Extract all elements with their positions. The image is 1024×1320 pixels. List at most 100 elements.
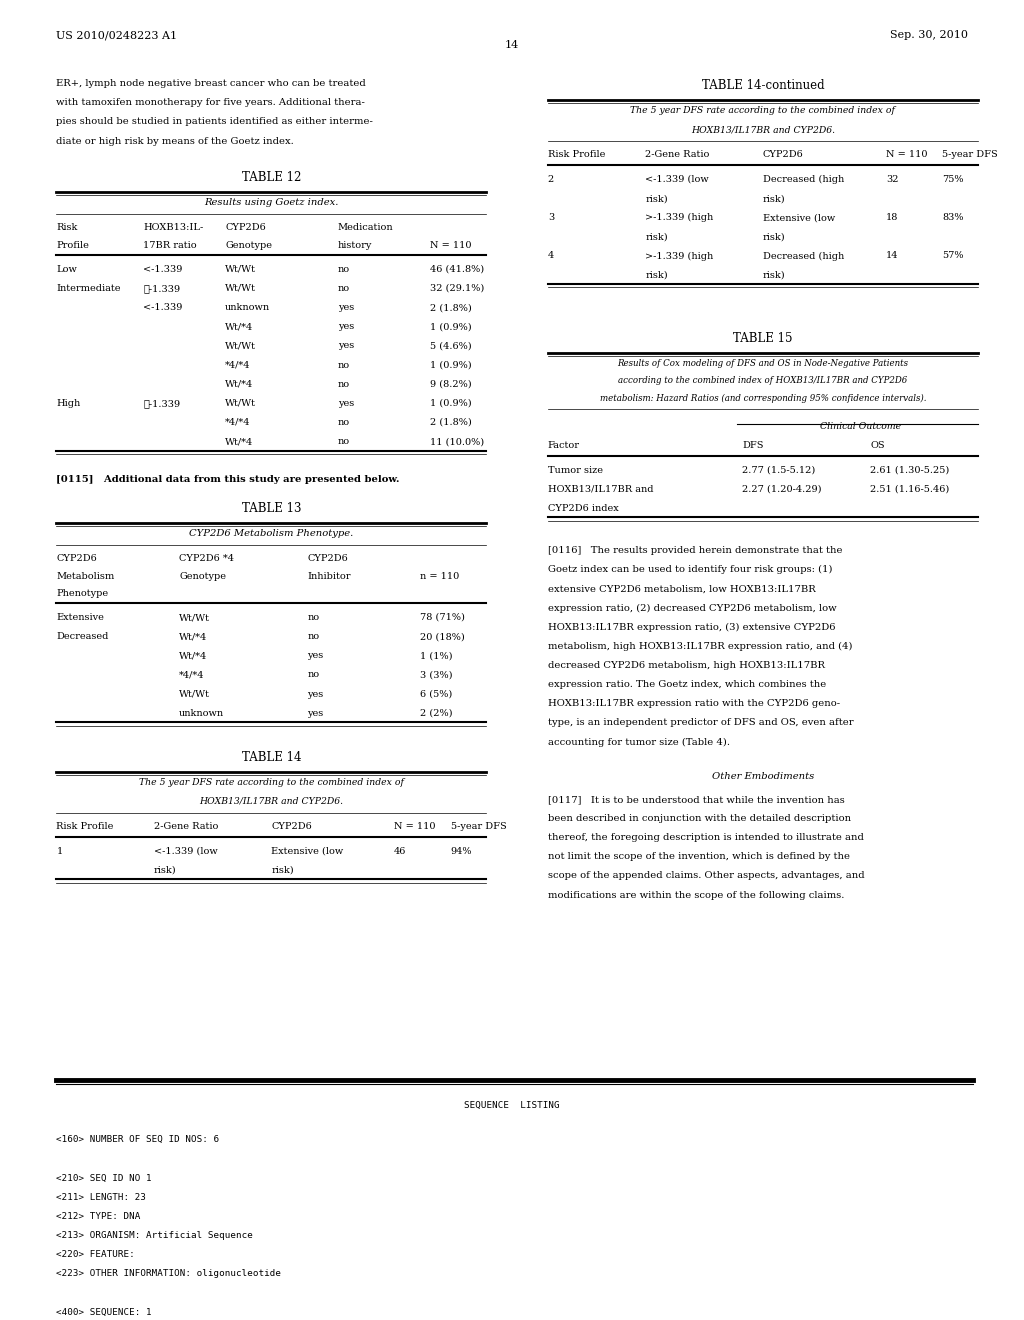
Text: Results of Cox modeling of DFS and OS in Node-Negative Patients: Results of Cox modeling of DFS and OS in… — [617, 359, 908, 368]
Text: yes: yes — [338, 304, 354, 312]
Text: HOXB13/IL17BR and: HOXB13/IL17BR and — [548, 484, 653, 494]
Text: yes: yes — [338, 342, 354, 350]
Text: <400> SEQUENCE: 1: <400> SEQUENCE: 1 — [56, 1308, 152, 1316]
Text: Wt/*4: Wt/*4 — [225, 380, 254, 388]
Text: [0117]   It is to be understood that while the invention has: [0117] It is to be understood that while… — [548, 795, 845, 804]
Text: >-1.339 (high: >-1.339 (high — [645, 213, 714, 222]
Text: 57%: 57% — [942, 251, 964, 260]
Text: [0115]   Additional data from this study are presented below.: [0115] Additional data from this study a… — [56, 475, 399, 484]
Text: SEQUENCE  LISTING: SEQUENCE LISTING — [464, 1101, 560, 1110]
Text: risk): risk) — [763, 271, 785, 280]
Text: CYP2D6: CYP2D6 — [225, 223, 266, 232]
Text: expression ratio, (2) decreased CYP2D6 metabolism, low: expression ratio, (2) decreased CYP2D6 m… — [548, 603, 837, 612]
Text: 5 (4.6%): 5 (4.6%) — [430, 342, 472, 350]
Text: CYP2D6: CYP2D6 — [56, 554, 97, 562]
Text: scope of the appended claims. Other aspects, advantages, and: scope of the appended claims. Other aspe… — [548, 871, 864, 880]
Text: pies should be studied in patients identified as either interme-: pies should be studied in patients ident… — [56, 117, 373, 127]
Text: risk): risk) — [763, 194, 785, 203]
Text: n = 110: n = 110 — [420, 572, 459, 581]
Text: been described in conjunction with the detailed description: been described in conjunction with the d… — [548, 814, 851, 822]
Text: no: no — [307, 612, 319, 622]
Text: 2 (2%): 2 (2%) — [420, 709, 453, 718]
Text: Metabolism: Metabolism — [56, 572, 115, 581]
Text: <-1.339: <-1.339 — [143, 265, 182, 273]
Text: 75%: 75% — [942, 174, 964, 183]
Text: Wt/Wt: Wt/Wt — [225, 342, 256, 350]
Text: Decreased (high: Decreased (high — [763, 251, 844, 260]
Text: HOXB13:IL17BR expression ratio with the CYP2D6 geno-: HOXB13:IL17BR expression ratio with the … — [548, 700, 840, 708]
Text: Tumor size: Tumor size — [548, 466, 603, 475]
Text: 9 (8.2%): 9 (8.2%) — [430, 380, 472, 388]
Text: extensive CYP2D6 metabolism, low HOXB13:IL17BR: extensive CYP2D6 metabolism, low HOXB13:… — [548, 585, 815, 593]
Text: 2.61 (1.30-5.25): 2.61 (1.30-5.25) — [870, 466, 949, 475]
Text: ≧-1.339: ≧-1.339 — [143, 399, 180, 408]
Text: 78 (71%): 78 (71%) — [420, 612, 465, 622]
Text: The 5 year DFS rate according to the combined index of: The 5 year DFS rate according to the com… — [631, 106, 895, 115]
Text: risk): risk) — [763, 232, 785, 242]
Text: <223> OTHER INFORMATION: oligonucleotide: <223> OTHER INFORMATION: oligonucleotide — [56, 1270, 282, 1278]
Text: risk): risk) — [154, 866, 176, 875]
Text: Genotype: Genotype — [179, 572, 226, 581]
Text: CYP2D6: CYP2D6 — [307, 554, 348, 562]
Text: Wt/*4: Wt/*4 — [225, 437, 254, 446]
Text: 2.27 (1.20-4.29): 2.27 (1.20-4.29) — [742, 484, 822, 494]
Text: DFS: DFS — [742, 441, 764, 450]
Text: no: no — [338, 418, 350, 426]
Text: unknown: unknown — [225, 304, 270, 312]
Text: 5-year DFS: 5-year DFS — [942, 150, 997, 158]
Text: Wt/*4: Wt/*4 — [179, 632, 208, 642]
Text: modifications are within the scope of the following claims.: modifications are within the scope of th… — [548, 891, 844, 899]
Text: 2-Gene Ratio: 2-Gene Ratio — [154, 821, 218, 830]
Text: CYP2D6 index: CYP2D6 index — [548, 504, 618, 513]
Text: *4/*4: *4/*4 — [179, 671, 205, 680]
Text: Profile: Profile — [56, 242, 89, 249]
Text: expression ratio. The Goetz index, which combines the: expression ratio. The Goetz index, which… — [548, 680, 826, 689]
Text: no: no — [338, 284, 350, 293]
Text: 2.77 (1.5-5.12): 2.77 (1.5-5.12) — [742, 466, 816, 475]
Text: Wt/*4: Wt/*4 — [179, 651, 208, 660]
Text: 5-year DFS: 5-year DFS — [451, 821, 506, 830]
Text: Genotype: Genotype — [225, 242, 272, 249]
Text: The 5 year DFS rate according to the combined index of: The 5 year DFS rate according to the com… — [139, 777, 403, 787]
Text: Wt/Wt: Wt/Wt — [225, 284, 256, 293]
Text: *4/*4: *4/*4 — [225, 360, 251, 370]
Text: no: no — [338, 360, 350, 370]
Text: N = 110: N = 110 — [394, 821, 436, 830]
Text: Decreased: Decreased — [56, 632, 109, 642]
Text: 94%: 94% — [451, 846, 472, 855]
Text: history: history — [338, 242, 373, 249]
Text: 1 (0.9%): 1 (0.9%) — [430, 399, 472, 408]
Text: Extensive: Extensive — [56, 612, 104, 622]
Text: 46: 46 — [394, 846, 407, 855]
Text: HOXB13/IL17BR and CYP2D6.: HOXB13/IL17BR and CYP2D6. — [200, 797, 343, 805]
Text: Wt/Wt: Wt/Wt — [225, 265, 256, 273]
Text: unknown: unknown — [179, 709, 224, 718]
Text: 1 (1%): 1 (1%) — [420, 651, 453, 660]
Text: Goetz index can be used to identify four risk groups: (1): Goetz index can be used to identify four… — [548, 565, 833, 574]
Text: risk): risk) — [645, 194, 668, 203]
Text: US 2010/0248223 A1: US 2010/0248223 A1 — [56, 30, 177, 41]
Text: metabolism: Hazard Ratios (and corresponding 95% confidence intervals).: metabolism: Hazard Ratios (and correspon… — [600, 395, 926, 404]
Text: N = 110: N = 110 — [430, 242, 472, 249]
Text: 32 (29.1%): 32 (29.1%) — [430, 284, 484, 293]
Text: accounting for tumor size (Table 4).: accounting for tumor size (Table 4). — [548, 738, 730, 747]
Text: 2: 2 — [548, 174, 554, 183]
Text: TABLE 13: TABLE 13 — [242, 502, 301, 515]
Text: Wt/*4: Wt/*4 — [225, 322, 254, 331]
Text: 2.51 (1.16-5.46): 2.51 (1.16-5.46) — [870, 484, 949, 494]
Text: with tamoxifen monotherapy for five years. Additional thera-: with tamoxifen monotherapy for five year… — [56, 98, 366, 107]
Text: CYP2D6: CYP2D6 — [271, 821, 312, 830]
Text: Decreased (high: Decreased (high — [763, 174, 844, 183]
Text: decreased CYP2D6 metabolism, high HOXB13:IL17BR: decreased CYP2D6 metabolism, high HOXB13… — [548, 661, 825, 669]
Text: Extensive (low: Extensive (low — [271, 846, 344, 855]
Text: 1: 1 — [56, 846, 62, 855]
Text: Intermediate: Intermediate — [56, 284, 121, 293]
Text: 83%: 83% — [942, 213, 964, 222]
Text: risk): risk) — [271, 866, 294, 875]
Text: 6 (5%): 6 (5%) — [420, 689, 452, 698]
Text: <210> SEQ ID NO 1: <210> SEQ ID NO 1 — [56, 1173, 152, 1183]
Text: risk): risk) — [645, 232, 668, 242]
Text: 2 (1.8%): 2 (1.8%) — [430, 418, 472, 426]
Text: [0116]   The results provided herein demonstrate that the: [0116] The results provided herein demon… — [548, 546, 843, 554]
Text: 11 (10.0%): 11 (10.0%) — [430, 437, 484, 446]
